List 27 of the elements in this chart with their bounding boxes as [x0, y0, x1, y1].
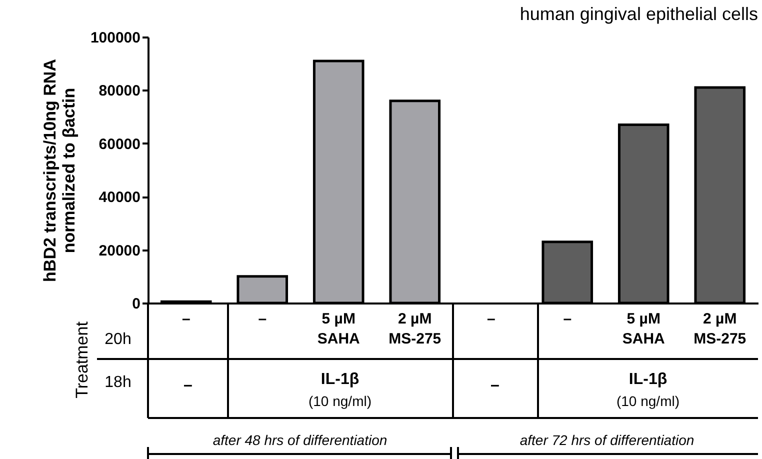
x-tick-label: –: [258, 310, 267, 328]
y-axis-title: hBD2 transcripts/10ng RNA normalized to βactin: [40, 59, 78, 282]
y-tick-label: 60000: [98, 136, 140, 153]
chart-title: human gingival epithelial cells: [520, 4, 758, 24]
text: –: [490, 377, 500, 394]
y-tick-label: 0: [132, 296, 140, 312]
x-tick-label: –: [486, 310, 496, 328]
x-tick-label: –: [182, 310, 190, 328]
y-tick-label: 80000: [98, 82, 140, 100]
text: –: [184, 377, 192, 394]
x-tick-label: –: [563, 310, 572, 328]
text: after 48 hrs of differentiation: [212, 432, 388, 448]
text: IL-1β: [628, 371, 668, 388]
text: Treatment: [72, 322, 92, 398]
text: 20h: [104, 331, 132, 348]
y-tick-label: 40000: [98, 189, 140, 206]
text: IL-1β: [320, 371, 360, 388]
text: (10 ng/ml): [616, 393, 680, 409]
text: (10 ng/ml): [308, 393, 372, 409]
x-tick-label: 5 µM SAHA: [622, 310, 666, 348]
text: 18h: [104, 374, 132, 391]
y-tick-label: 20000: [98, 242, 140, 260]
x-tick-label: 2 µM MS-275: [388, 310, 442, 348]
y-tick-label: 100000: [90, 30, 140, 46]
x-tick-label: 5 µM SAHA: [317, 310, 360, 348]
x-tick-label: 2 µM MS-275: [694, 310, 746, 348]
text: after 72 hrs of differentiation: [520, 432, 694, 448]
